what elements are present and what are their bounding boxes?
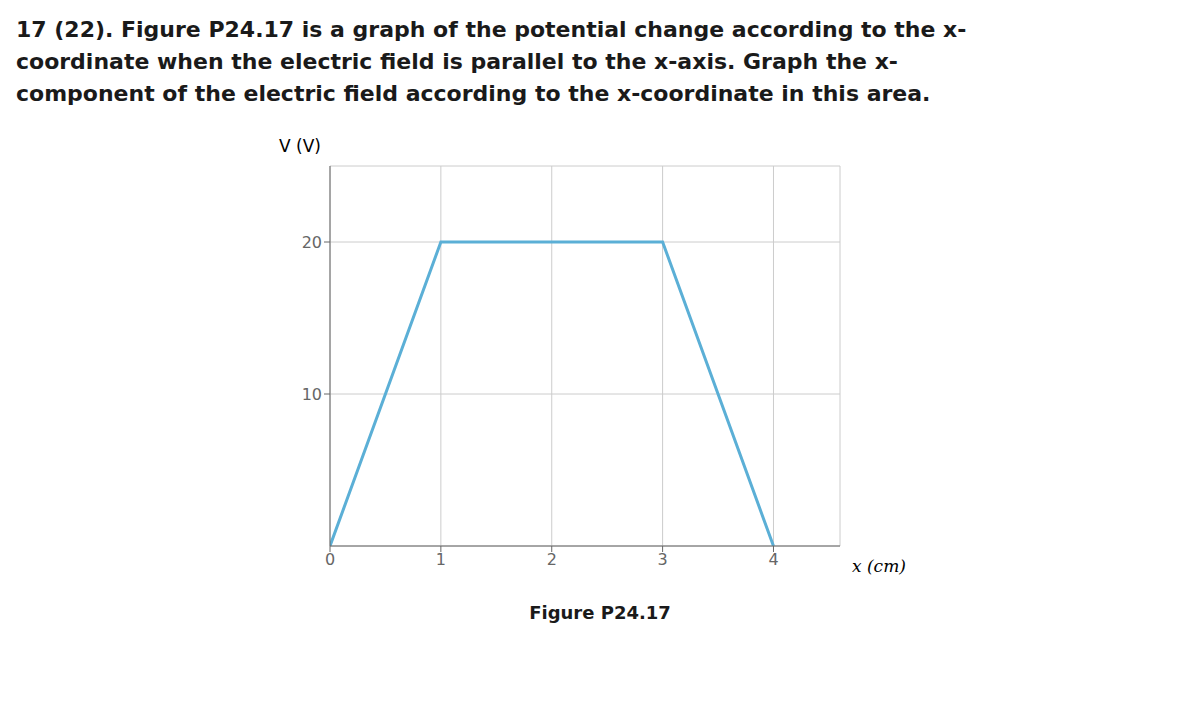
svg-text:10: 10 (302, 385, 322, 404)
html-text:Figure P24.17: Figure P24.17 (529, 602, 671, 623)
html-text:coordinate when the electric f: coordinate when the electric field is pa… (16, 49, 898, 74)
svg-text:3: 3 (658, 550, 668, 569)
svg-text:2: 2 (547, 550, 557, 569)
svg-text:1: 1 (436, 550, 446, 569)
svg-text:V (V): V (V) (279, 136, 321, 156)
svg-text:0: 0 (325, 550, 335, 569)
svg-text:20: 20 (302, 233, 322, 252)
html-text:component of the electric fiel: component of the electric field accordin… (16, 81, 931, 106)
svg-text:4: 4 (768, 550, 778, 569)
svg-text:x (cm): x (cm) (852, 556, 906, 576)
html-text:17 (22). Figure P24.17 is a gr: 17 (22). Figure P24.17 is a graph of the… (16, 17, 967, 42)
